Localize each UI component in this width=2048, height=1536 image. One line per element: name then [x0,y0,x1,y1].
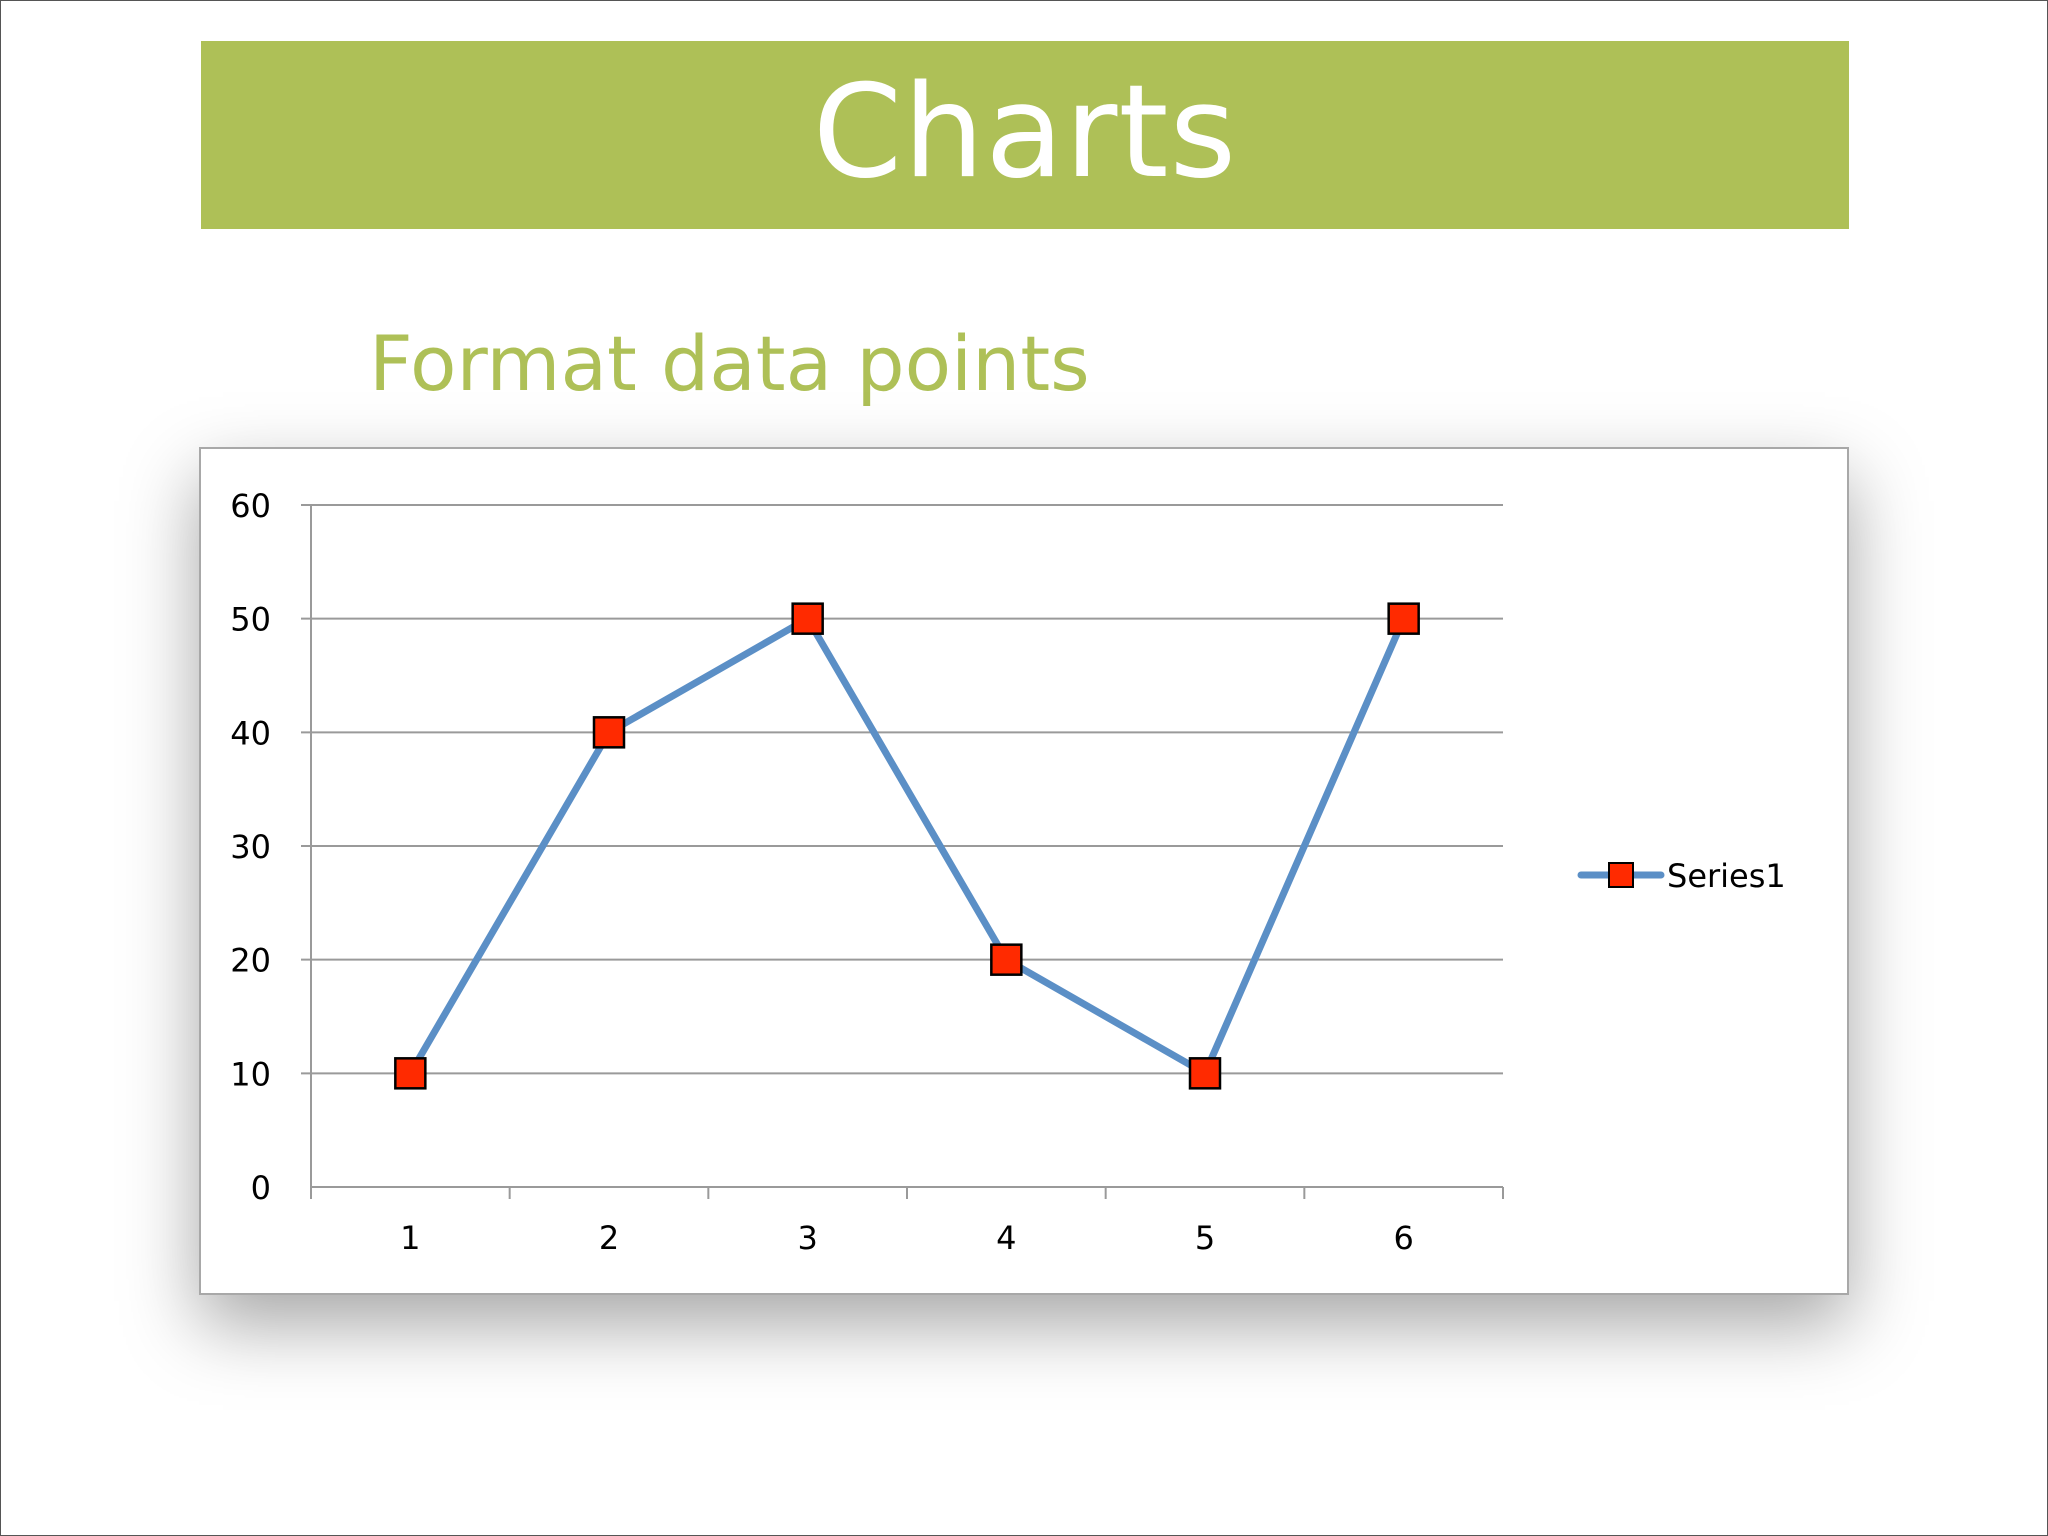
chart-area[interactable]: 0 10 20 30 40 50 60 1 2 3 4 5 6 Series1 [199,447,1849,1295]
y-tick-label-60: 60 [230,487,271,525]
data-point-2 [592,716,626,749]
data-point-4 [990,943,1023,976]
legend-label: Series1 [1667,857,1786,895]
x-tick-label-6: 6 [1393,1219,1413,1257]
y-tick-label-40: 40 [230,714,271,752]
x-tick-label-2: 2 [599,1219,619,1257]
y-tick-label-50: 50 [230,601,271,639]
data-point-6 [1387,602,1420,635]
data-point-3 [791,602,824,635]
x-tick-label-5: 5 [1195,1219,1215,1257]
legend-marker [1608,862,1634,888]
y-tick-label-20: 20 [230,942,271,980]
data-point-1 [394,1057,427,1090]
y-tick-label-0: 0 [251,1169,271,1207]
line-chart: 0 10 20 30 40 50 60 1 2 3 4 5 6 Series1 [230,487,1786,1257]
series-line-Series1 [406,615,1408,1077]
title-banner: Charts [201,41,1849,229]
data-point-5 [1188,1057,1222,1090]
slide-title: Charts [812,57,1238,207]
x-tick-label-4: 4 [996,1219,1016,1257]
x-tick-label-1: 1 [400,1219,420,1257]
y-tick-label-30: 30 [230,828,271,866]
slide-subtitle: Format data points [369,319,1090,408]
x-tick-label-3: 3 [797,1219,817,1257]
y-tick-label-10: 10 [230,1055,271,1093]
